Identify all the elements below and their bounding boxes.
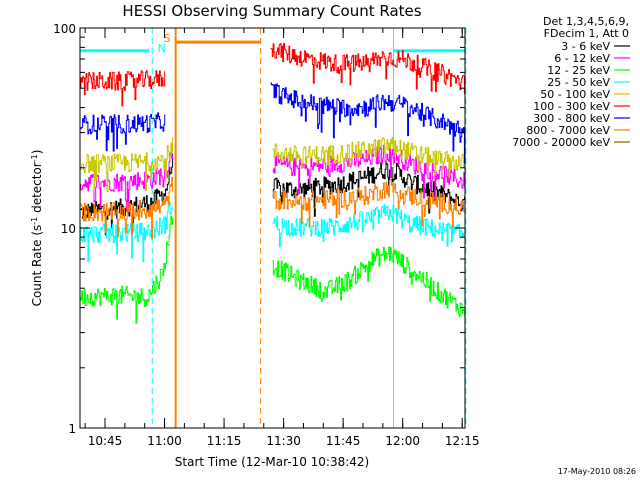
legend: Det 1,3,4,5,6,9, FDecim 1, Att 0 3 - 6 k… <box>512 15 630 149</box>
legend-entry-label: 300 - 800 keV <box>533 112 610 125</box>
x-tick-label: 10:45 <box>88 434 123 448</box>
legend-entry-label: 100 - 300 keV <box>533 100 610 113</box>
series-line <box>80 202 174 262</box>
series-line <box>80 137 174 193</box>
legend-entry-label: 50 - 100 keV <box>540 88 610 101</box>
x-tick-label: 11:00 <box>147 434 182 448</box>
x-axis-label: Start Time (12-Mar-10 10:38:42) <box>175 455 369 469</box>
legend-entry-label: 25 - 50 keV <box>547 76 610 89</box>
series-line <box>270 82 465 164</box>
legend-entry-label: 7000 - 20000 keV <box>512 136 610 149</box>
legend-entry-label: 12 - 25 keV <box>547 64 610 77</box>
chart-title: HESSI Observing Summary Count Rates <box>122 2 421 20</box>
x-tick-label: 11:30 <box>266 434 301 448</box>
series-line <box>272 178 466 228</box>
series-line <box>80 151 174 213</box>
series-line <box>80 112 166 152</box>
y-tick-label: 1 <box>68 422 76 436</box>
series-line <box>272 143 466 199</box>
legend-entry-label: 6 - 12 keV <box>554 52 610 65</box>
x-tick-label: 11:15 <box>207 434 242 448</box>
legend-header-line-1: Det 1,3,4,5,6,9, <box>543 15 629 28</box>
y-tick-label: 10 <box>61 222 76 236</box>
x-tick-label: 12:00 <box>385 434 420 448</box>
flag-label-s: S <box>164 32 171 45</box>
series-line <box>80 176 174 239</box>
series-line <box>80 70 166 107</box>
legend-entry-label: 800 - 7000 keV <box>526 124 610 137</box>
x-tick-label: 11:45 <box>326 434 361 448</box>
date-stamp: 17-May-2010 08:26 <box>558 467 636 476</box>
y-axis-label: Count Rate (s-1 detector-1) <box>30 150 45 307</box>
legend-entry-label: 3 - 6 keV <box>561 40 610 53</box>
legend-header-line-2: FDecim 1, Att 0 <box>544 27 629 40</box>
flag-label-n: N <box>158 42 166 55</box>
y-tick-label: 100 <box>53 22 76 36</box>
series-line <box>272 204 466 248</box>
series-line <box>272 246 466 318</box>
series-line <box>272 136 466 178</box>
series-line <box>272 162 466 217</box>
series-line <box>270 43 465 94</box>
x-tick-label: 12:15 <box>445 434 480 448</box>
series-line <box>80 216 174 324</box>
